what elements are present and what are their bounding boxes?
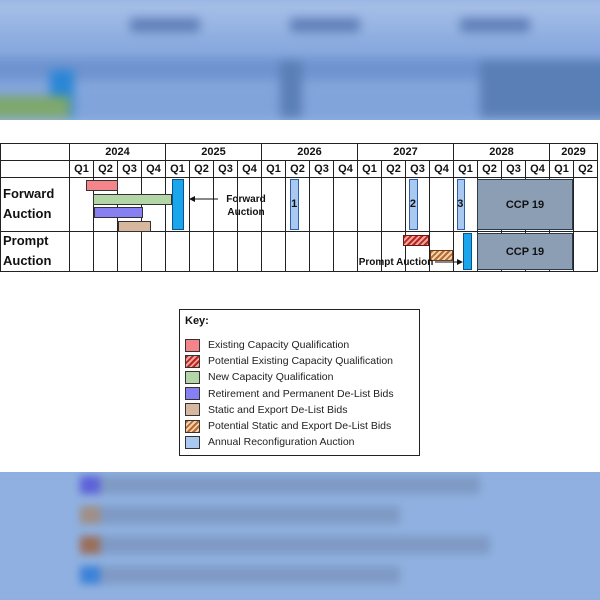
legend-label: Potential Existing Capacity Qualificatio… [208,355,394,368]
task-bar-auction [172,179,185,230]
backdrop-shape [280,60,302,118]
task-bar-annual-reconfig [456,179,465,230]
legend: Key: Existing Capacity Qualification Pote… [179,309,420,456]
task-bar-potential-existing-capacity [402,235,429,246]
task-bar-annual-reconfig [289,179,300,230]
backdrop-shape [100,566,400,584]
grid-cell [573,177,598,232]
task-bar-retirement-permanent [94,207,144,218]
legend-swatch [185,338,200,352]
row-label-line: Forward [3,186,55,201]
grid-cell [333,231,358,272]
grid-cell [381,231,406,272]
task-bar-potential-static-export [430,249,453,261]
quarter-header: Q1 [261,160,286,178]
grid-cell [165,231,190,272]
legend-item: New Capacity Qualification [185,370,333,384]
quarter-header: Q2 [285,160,310,178]
backdrop-top [0,0,600,118]
backdrop-bottom [0,472,600,600]
legend-swatch [185,354,200,368]
legend-item: Existing Capacity Qualification [185,338,349,352]
task-bar-new-capacity [93,193,173,205]
legend-label: Annual Reconfiguration Auction [208,436,355,449]
task-bar-auction [462,233,473,270]
legend-item: Retirement and Permanent De-List Bids [185,387,394,401]
row-label-cell [0,231,70,272]
row-label-line: Auction [3,253,52,268]
legend-item: Static and Export De-List Bids [185,403,347,417]
legend-swatch [185,419,200,433]
backdrop-shape [0,96,70,118]
row-label-line: Prompt [3,233,49,248]
backdrop-shape [130,18,200,32]
backdrop-shape [460,18,530,32]
legend-swatch [185,387,200,401]
grid-cell [213,231,238,272]
backdrop-shape [80,536,102,554]
row-label: Forward Auction [3,184,68,224]
quarter-header: Q4 [525,160,550,178]
legend-label: New Capacity Qualification [208,371,334,384]
grid-cell [573,231,598,272]
grid-cell [69,231,94,272]
annotation-line: Prompt Auction [358,257,434,268]
reconfig-auction-number: 2 [409,197,417,210]
legend-swatch [185,403,200,417]
quarter-header: Q4 [429,160,454,178]
backdrop-shape [80,506,102,524]
quarter-header: Q1 [549,160,574,178]
row-label: Prompt Auction [3,231,68,271]
annotation-arrows [189,196,463,265]
backdrop-shape [100,506,400,524]
ccp-block: CCP 19 [477,233,573,270]
legend-label: Potential Static and Export De-List Bids [208,420,392,432]
quarter-header: Q3 [501,160,526,178]
legend-title: Key: [185,315,209,327]
annotation-line: Auction [227,207,265,218]
annotation-prompt-auction: Prompt Auction [356,256,436,269]
annotation-line: Forward [226,194,266,205]
grid-cell [117,231,142,272]
legend-swatch [185,435,200,449]
task-bar-existing-capacity [85,180,119,191]
grid-cell [141,177,166,232]
legend-label: Existing Capacity Qualification [208,339,350,351]
backdrop-shape [80,566,102,584]
quarter-header: Q2 [189,160,214,178]
legend-label: Retirement and Permanent De-List Bids [208,387,394,400]
quarter-header: Q4 [333,160,358,178]
grid-cell [357,231,382,272]
backdrop-shape [100,536,490,554]
task-bar-annual-reconfig [408,179,419,230]
backdrop-shape [290,18,360,32]
backdrop-shape [100,476,480,494]
annotation-forward-auction: Forward Auction [218,193,274,219]
backdrop-shape [480,60,600,118]
legend-swatch [185,370,200,384]
legend-label: Static and Export De-List Bids [208,403,348,416]
legend-item: Potential Existing Capacity Qualificatio… [185,354,393,368]
legend-item: Potential Static and Export De-List Bids [185,419,391,433]
reconfig-auction-number: 3 [457,197,464,210]
ccp-block: CCP 19 [477,179,573,230]
backdrop-shape [80,476,102,494]
legend-item: Annual Reconfiguration Auction [185,435,355,449]
quarter-header: Q1 [357,160,382,178]
reconfig-auction-number: 1 [291,197,298,210]
task-bar-static-export [118,220,151,232]
row-label-line: Auction [3,206,52,221]
